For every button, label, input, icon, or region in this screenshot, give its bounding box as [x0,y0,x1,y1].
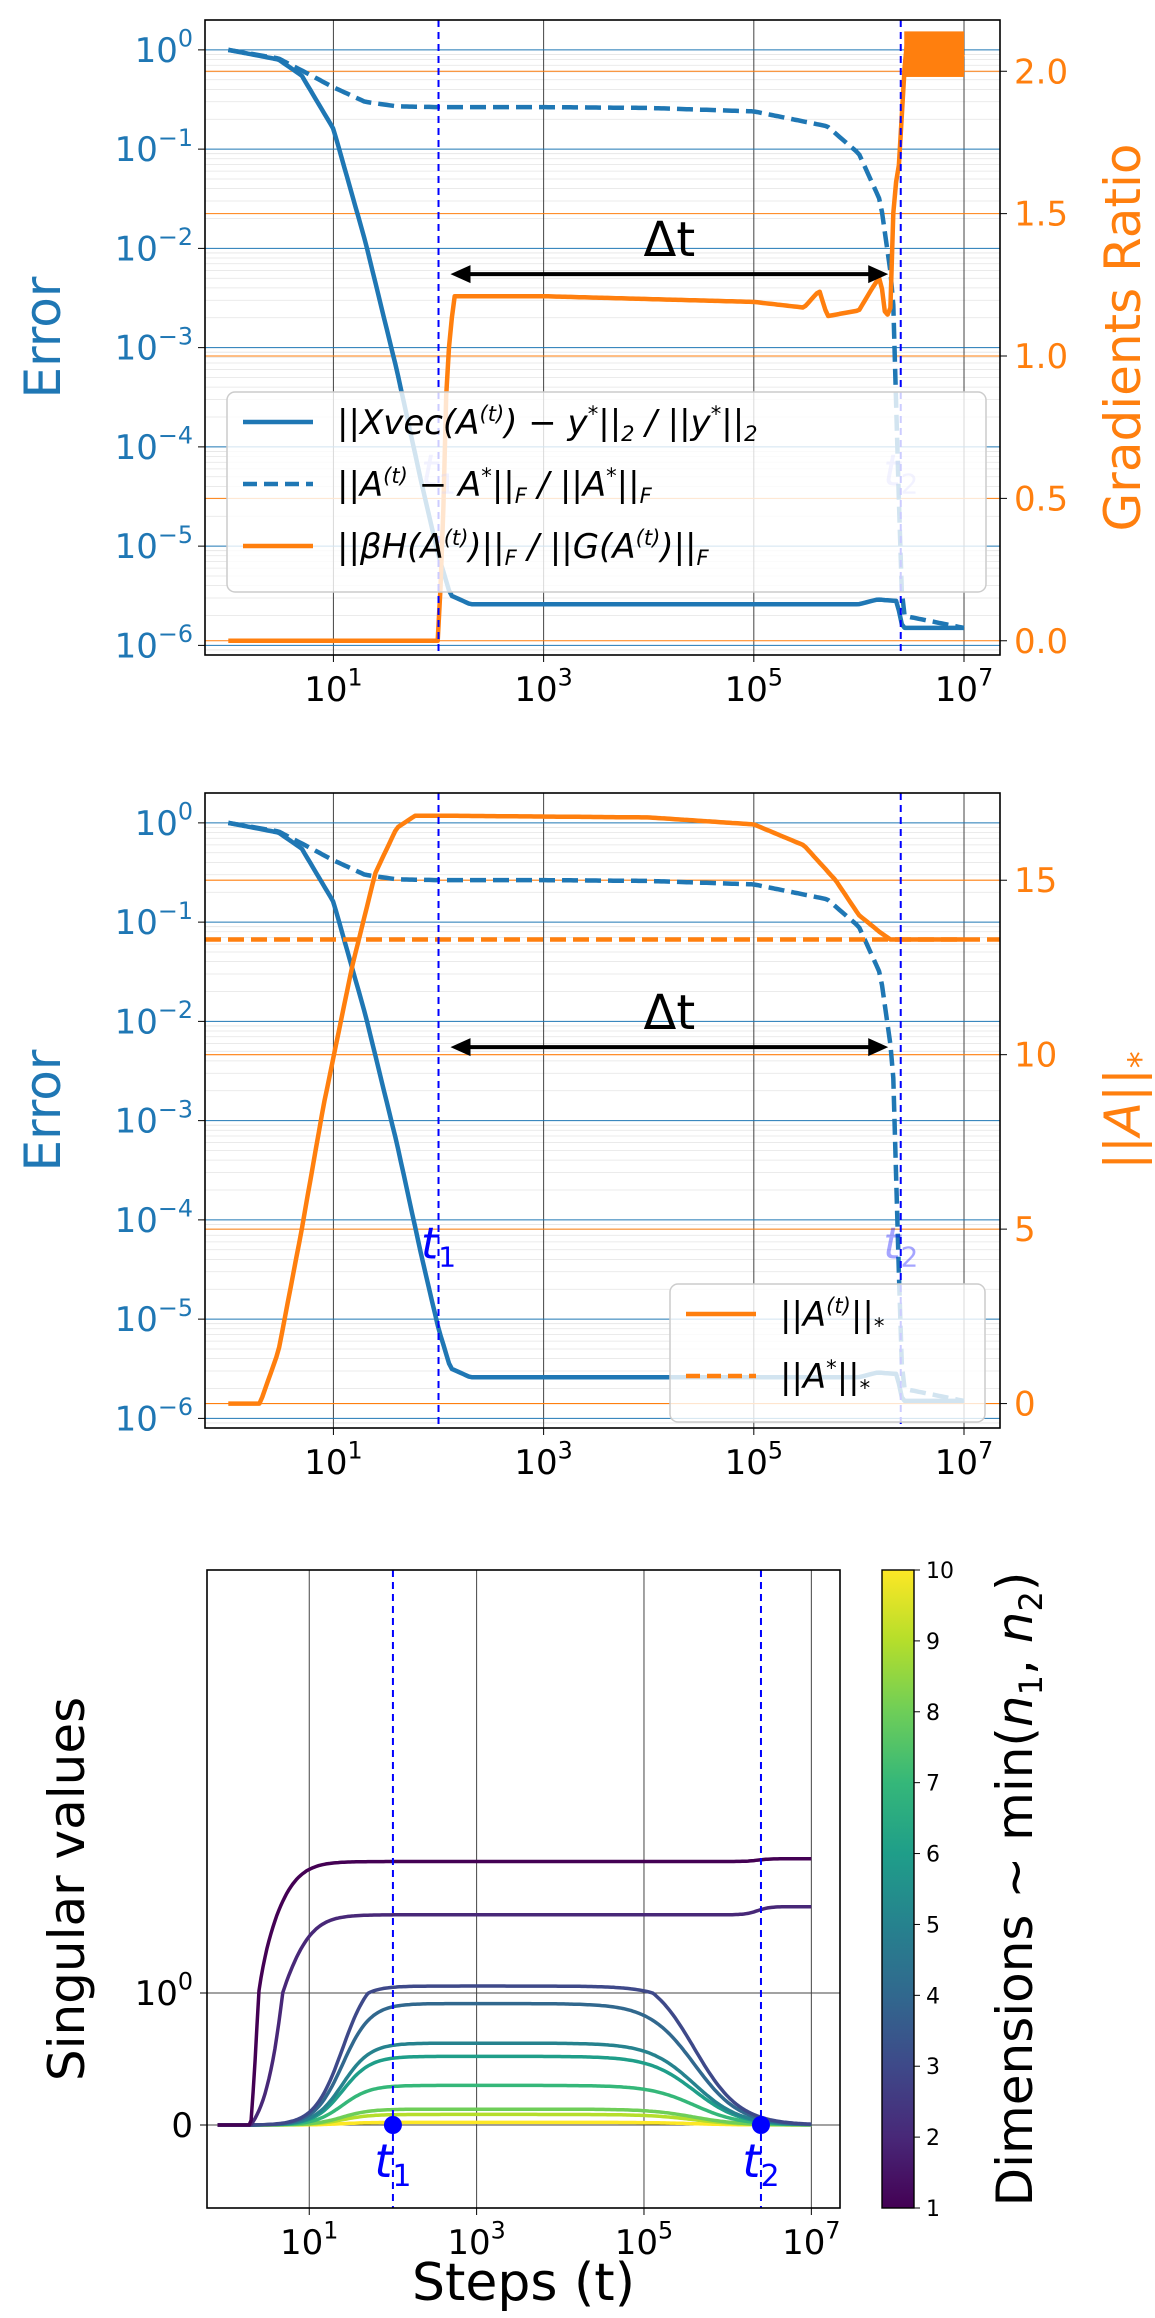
y-left-tick-label: 10−5 [115,1294,193,1340]
y-right-tick-label: 0.5 [1014,479,1068,519]
y-left-tick-label: 100 [135,798,193,844]
singular-value-line-8 [217,2107,812,2127]
y-right-tick-label: 0 [1014,1385,1036,1425]
y-right-tick-label: 10 [1014,1036,1057,1076]
y-left-axis-label: Error [14,1049,72,1171]
colorbar-bar [881,1569,915,2209]
colorbar: 1 2 3 4 5 6 7 8 9 10 Dimensions ~ min(n1, n2) [881,1559,1050,2222]
y-left-tick-label: 10−3 [115,1095,193,1141]
x-tick-label: 103 [447,2217,505,2263]
panel-top: 100 10−1 10−2 10−3 10−4 10−5 10−6 0.0 0.5 1.0 1.5 2… [14,19,1152,710]
legend-label-1: ||A(t)||* [780,1293,884,1338]
y-left-tick-label: 10−6 [115,1393,193,1439]
colorbar-tick-label: 7 [926,1772,940,1797]
y-right-tick-label: 1.5 [1014,195,1068,235]
colorbar-tick-label: 10 [926,1559,954,1584]
x-tick-label: 107 [935,1437,993,1483]
colorbar-tick-label: 8 [926,1701,940,1726]
legend-label-3: ||βH(A(t))||F / ||G(A(t))||F [337,525,710,570]
delta-t-arrow-head-right [868,265,889,284]
x-tick-label: 101 [304,1437,362,1483]
legend: ||A(t)||* ||A*||* [669,1283,986,1423]
y-left-tick-label: 10−1 [115,124,193,170]
panel-middle: 100 10−1 10−2 10−3 10−4 10−5 10−6 0 5 10 15 101 103 1… [14,792,1155,1483]
oscillation-band [904,31,965,77]
series-line-3 [228,813,964,1406]
marker-label-2: t2 [883,1218,918,1273]
series-line-2 [227,820,965,1404]
x-axis-label: Steps (t) [412,2253,635,2313]
y-left-tick-label: 10−1 [115,897,193,943]
marker-label-2: t2 [742,2134,779,2194]
y-axis-label: Singular values [38,1697,96,2081]
y-right-tick-label: 5 [1014,1210,1036,1250]
x-tick-label: 101 [280,2217,338,2263]
y-right-axis-label: ||A||* [1094,1051,1155,1170]
marker-dot-1 [383,2116,402,2134]
x-tick-label: 103 [514,1437,572,1483]
colorbar-tick-label: 5 [926,1913,940,1938]
colorbar-tick-label: 3 [926,2055,940,2080]
x-tick-label: 105 [725,1437,783,1483]
x-tick-label: 101 [304,664,362,710]
singular-value-line-2 [217,1904,812,2127]
marker-dot-2 [751,2116,770,2134]
y-tick-label: 0 [171,2106,193,2146]
x-tick-label: 103 [514,664,572,710]
series-line-3 [228,35,965,644]
delta-t-arrow-head-left [450,265,471,284]
x-tick-label: 107 [782,2217,840,2263]
colorbar-label: Dimensions ~ min(n1, n2) [986,1572,1050,2207]
series-line-1 [227,47,964,631]
x-tick-label: 105 [615,2217,673,2263]
y-left-tick-label: 10−5 [115,521,193,567]
y-left-tick-label: 10−3 [115,322,193,368]
y-left-tick-label: 10−4 [115,1195,193,1241]
y-right-tick-label: 0.0 [1014,622,1068,662]
legend-label-2: ||A*||* [780,1355,870,1400]
colorbar-tick-label: 4 [926,1984,940,2009]
marker-label-1: t1 [374,2134,411,2194]
colorbar-tick-label: 1 [926,2197,940,2222]
y-right-tick-label: 15 [1014,861,1057,901]
y-tick-label: 100 [135,1968,193,2014]
delta-t-arrow-head-right [868,1038,889,1057]
legend-label-1: ||Xvec(A(t)) − y*||2 / ||y*||2 [337,401,758,446]
axes-frame [204,19,1001,656]
axes-frame [204,792,1001,1429]
delta-t-arrow-head-left [450,1038,471,1057]
singular-value-line-5 [217,2041,812,2127]
axes-frame [206,1569,841,2209]
singular-value-line-7 [217,2083,812,2127]
marker-label-1: t1 [421,1218,456,1273]
plot-area [227,31,965,644]
legend-label-2: ||A(t) − A*||F / ||A*||F [337,463,653,508]
singular-value-line-3 [217,1984,812,2127]
x-tick-label: 107 [935,664,993,710]
delta-t-label: Δt [644,212,696,268]
colorbar-tick-label: 2 [926,2126,940,2151]
singular-value-line-1 [217,1857,812,2127]
colorbar-tick-label: 6 [926,1843,940,1868]
y-left-tick-label: 10−6 [115,620,193,666]
plot-area [217,1857,812,2127]
y-left-tick-label: 10−2 [115,996,193,1042]
y-left-tick-label: 10−2 [115,223,193,269]
y-left-tick-label: 100 [135,25,193,71]
y-right-tick-label: 1.0 [1014,337,1068,377]
singular-value-line-4 [217,2001,812,2127]
series-line-2 [227,47,965,631]
delta-t-label: Δt [644,985,696,1041]
y-right-axis-label: Gradients Ratio [1094,144,1152,532]
y-right-tick-label: 2.0 [1014,52,1068,92]
legend-box [226,391,987,593]
y-left-tick-label: 10−4 [115,422,193,468]
colorbar-tick-label: 9 [926,1630,940,1655]
y-left-axis-label: Error [14,276,72,398]
legend-box [669,1283,986,1423]
x-tick-label: 105 [725,664,783,710]
legend: ||Xvec(A(t)) − y*||2 / ||y*||2 ||A(t) − A… [226,391,987,593]
